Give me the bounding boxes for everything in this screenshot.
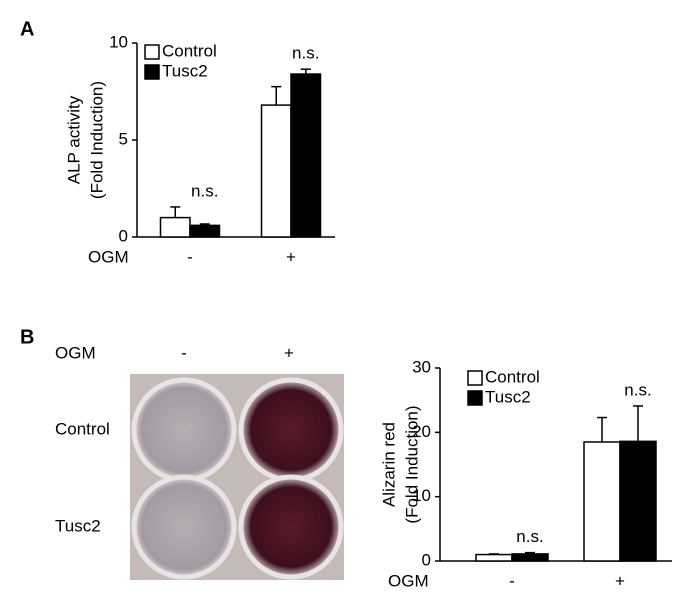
y-tick-label: 20	[412, 422, 431, 441]
legend-label: Control	[162, 41, 217, 60]
y-axis-label: ALP activity	[64, 95, 83, 184]
y-tick-label: 5	[119, 129, 128, 148]
x-tick-label: +	[615, 571, 625, 590]
x-axis-label: OGM	[388, 571, 429, 590]
bar	[189, 224, 221, 238]
y-tick-label: 30	[412, 357, 431, 376]
legend-label: Control	[485, 367, 540, 386]
y-tick-label: 10	[109, 32, 128, 51]
bar	[260, 104, 292, 238]
y-tick-label: 0	[422, 550, 431, 569]
bar	[475, 553, 513, 562]
y-axis-label: Alizarin red	[379, 422, 398, 507]
y-tick-label: 0	[119, 226, 128, 245]
well	[238, 474, 344, 580]
plate-column-label: +	[284, 343, 294, 362]
well	[131, 474, 237, 580]
annotation: n.s.	[292, 44, 319, 63]
annotation: n.s.	[191, 181, 218, 200]
legend-swatch	[467, 370, 483, 386]
annotation: n.s.	[624, 380, 651, 399]
plate-row-label: Tusc2	[55, 516, 101, 535]
y-tick-label: 10	[412, 486, 431, 505]
bar	[619, 440, 657, 562]
legend-label: Tusc2	[162, 61, 208, 80]
x-tick-label: -	[509, 571, 515, 590]
bar	[583, 441, 621, 562]
legend-swatch	[467, 390, 483, 406]
panel-label: A	[20, 18, 34, 40]
legend-swatch	[144, 44, 160, 60]
panel-label: B	[20, 326, 34, 348]
annotation: n.s.	[516, 527, 543, 546]
legend-swatch	[144, 64, 160, 80]
y-axis-label: (Fold Induction)	[402, 405, 421, 523]
y-axis-label: (Fold Induction)	[87, 81, 106, 199]
plate-column-header: OGM	[55, 343, 96, 362]
well	[238, 377, 344, 483]
x-tick-label: +	[286, 247, 296, 266]
bar	[511, 553, 549, 562]
legend-label: Tusc2	[485, 387, 531, 406]
x-tick-label: -	[187, 247, 193, 266]
bar	[159, 216, 191, 238]
plate-column-label: -	[181, 343, 187, 362]
well	[131, 377, 237, 483]
bar	[290, 73, 322, 238]
x-axis-label: OGM	[88, 247, 129, 266]
plate-row-label: Control	[55, 419, 110, 438]
plate-photo	[130, 374, 344, 580]
